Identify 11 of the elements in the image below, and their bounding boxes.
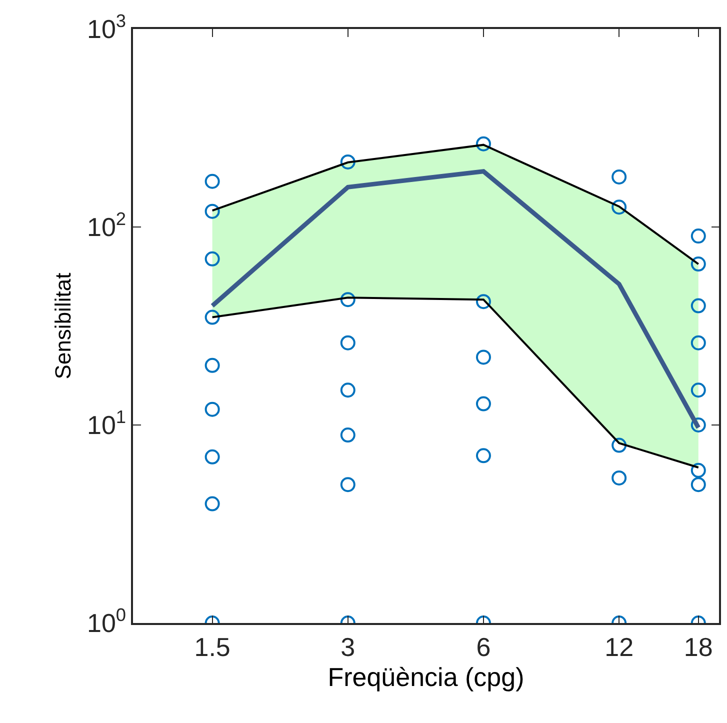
x-tick-label: 6 — [476, 632, 491, 662]
x-tick-label: 12 — [604, 632, 634, 662]
y-axis-title: Sensibilitat — [50, 272, 76, 380]
x-tick-label: 3 — [340, 632, 356, 662]
x-tick-label: 18 — [684, 632, 713, 662]
y-tick-label: 10$^{2}$ — [87, 209, 126, 242]
y-tick-label: 10$^{0}$ — [87, 605, 126, 638]
x-tick-label: 1.5 — [194, 632, 230, 662]
x-axis-title: Freqüència (cpg) — [328, 662, 524, 692]
y-tick-label: 10$^{3}$ — [87, 11, 126, 44]
y-tick-label: 10$^{1}$ — [87, 407, 126, 440]
